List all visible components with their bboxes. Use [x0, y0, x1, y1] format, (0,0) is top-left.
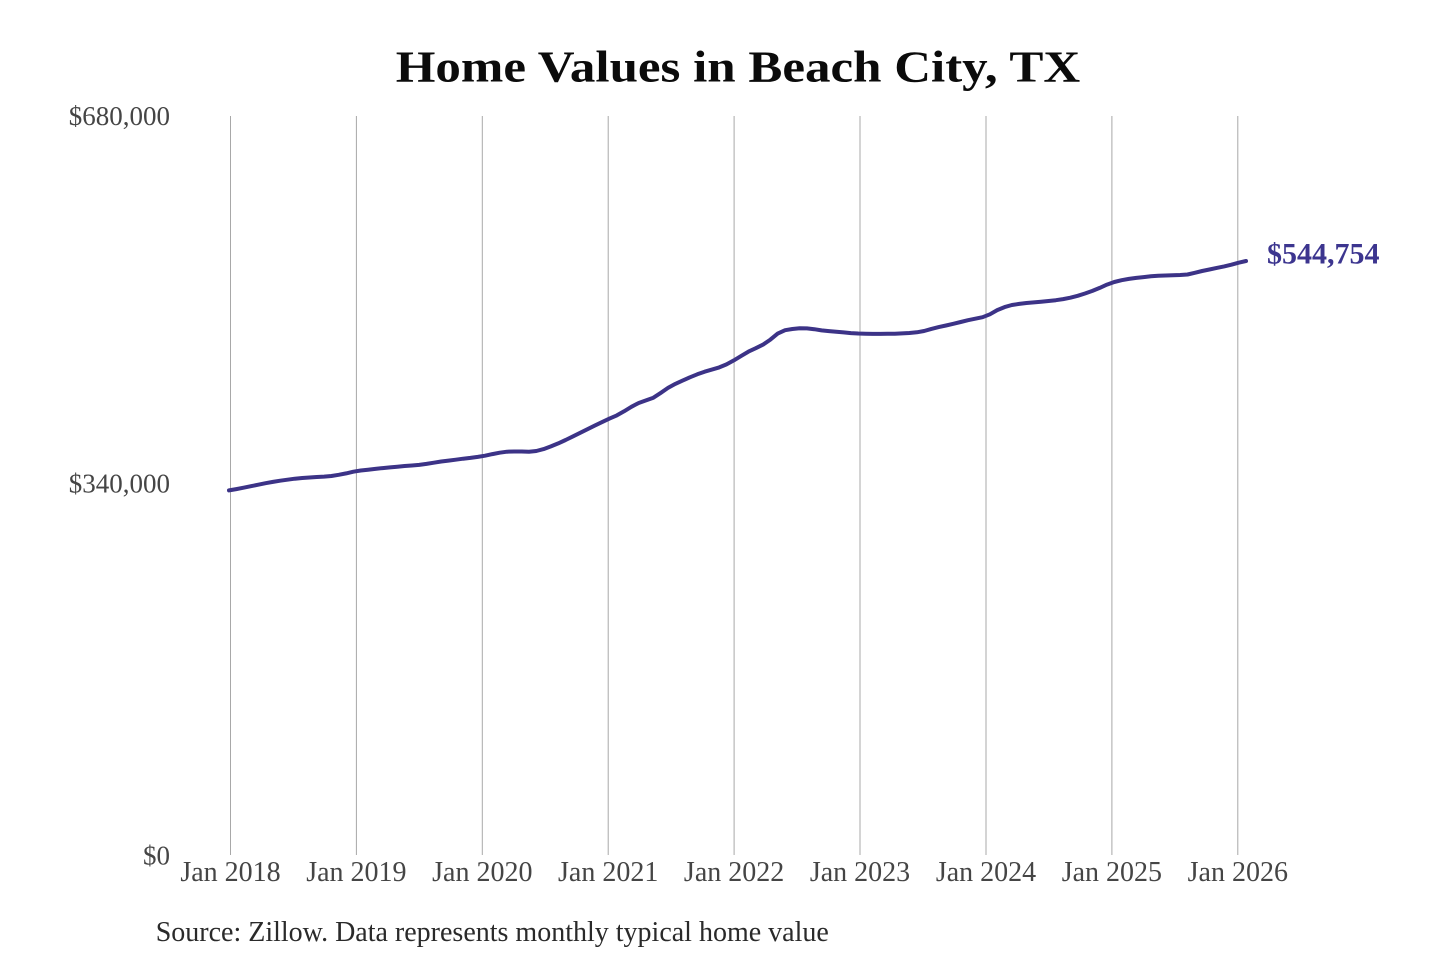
svg-text:$0: $0	[143, 841, 170, 871]
svg-text:Jan 2019: Jan 2019	[306, 857, 406, 888]
svg-text:Jan 2024: Jan 2024	[936, 857, 1036, 888]
svg-text:Source: Zillow. Data represent: Source: Zillow. Data represents monthly …	[156, 917, 829, 948]
svg-text:Jan 2020: Jan 2020	[432, 857, 532, 888]
svg-text:Jan 2021: Jan 2021	[558, 857, 658, 888]
svg-text:Home Values in Beach City, TX: Home Values in Beach City, TX	[396, 42, 1081, 92]
svg-text:Jan 2023: Jan 2023	[810, 857, 910, 888]
svg-text:$680,000: $680,000	[69, 101, 170, 131]
svg-text:$544,754: $544,754	[1267, 238, 1380, 271]
svg-text:Jan 2022: Jan 2022	[684, 857, 784, 888]
svg-text:Jan 2025: Jan 2025	[1062, 857, 1162, 888]
svg-text:Jan 2018: Jan 2018	[180, 857, 280, 888]
svg-text:$340,000: $340,000	[69, 469, 170, 499]
svg-text:Jan 2026: Jan 2026	[1188, 857, 1288, 888]
